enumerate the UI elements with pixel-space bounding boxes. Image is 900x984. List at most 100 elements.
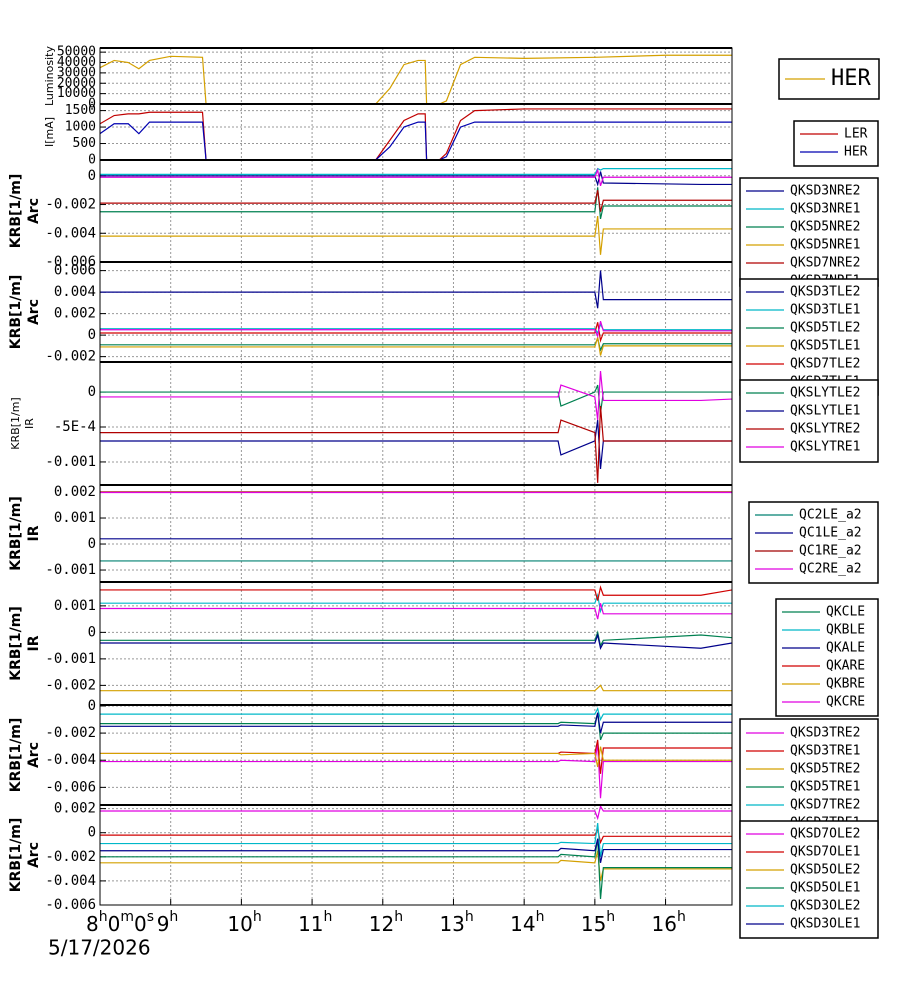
series-line	[100, 167, 732, 187]
plot-area	[100, 167, 732, 255]
y-axis-label: Luminosity	[43, 46, 56, 106]
series-line	[100, 190, 732, 212]
series-line	[100, 171, 732, 187]
legend-label: QKSD7TLE2	[790, 357, 860, 372]
series-line	[100, 215, 732, 255]
y-axis-label: Arc	[26, 198, 42, 224]
y-axis-label: Arc	[26, 842, 42, 868]
y-axis-label: KRB[1/m]	[9, 397, 22, 449]
x-tick-label: 10h	[227, 909, 261, 936]
y-tick-label: -5E-4	[54, 419, 96, 435]
legend-label: QKSD3OLE1	[790, 917, 860, 932]
tick-label-part: h	[169, 909, 178, 925]
y-tick-label: 0	[88, 624, 96, 640]
y-axis-label: I[mA]	[43, 117, 56, 147]
tick-label-part: h	[465, 909, 474, 925]
plot-area	[100, 108, 732, 160]
legend-label: QKSD5TLE1	[790, 339, 860, 354]
tick-label-part: 8	[86, 912, 99, 936]
series-line	[100, 684, 732, 692]
legend-box	[739, 820, 879, 939]
y-axis-label: KRB[1/m]	[8, 606, 24, 681]
legend-label: QKSLYTLE2	[790, 386, 860, 401]
plot-frame	[99, 361, 733, 486]
legend-label: QKSD3TLE2	[790, 285, 860, 300]
legend-label: QKSD3TRE1	[790, 744, 860, 759]
legend-label: QKSD7NRE2	[790, 256, 860, 271]
plot-frame	[99, 484, 733, 583]
series-line	[100, 632, 732, 651]
legend-label: QKALE	[826, 641, 865, 656]
series-line	[100, 743, 732, 799]
legend-label: QC2RE_a2	[799, 562, 862, 577]
plot-area	[100, 491, 732, 562]
y-tick-label: 30000	[57, 65, 96, 80]
tick-label-part: 0	[134, 912, 147, 936]
y-tick-label: -0.006	[45, 897, 96, 913]
y-tick-label: -0.002	[45, 849, 96, 865]
tick-label-part: 9	[157, 912, 170, 936]
y-axis-label: KRB[1/m]	[8, 818, 24, 893]
legend-label: QKSD7TRE2	[790, 798, 860, 813]
legend-label: QKCLE	[826, 605, 865, 620]
y-tick-label: -0.001	[45, 651, 96, 667]
x-tick-label: 14h	[510, 909, 544, 936]
series-line	[100, 822, 732, 857]
y-tick-label: -0.002	[45, 349, 96, 365]
y-tick-label: 0	[88, 536, 96, 552]
legend-box	[739, 278, 879, 396]
y-axis-label: KRB[1/m]	[8, 174, 24, 249]
y-tick-label: 0.002	[54, 306, 96, 322]
series-line	[100, 336, 732, 353]
series-line	[100, 603, 732, 620]
series-line	[100, 585, 732, 601]
y-tick-label: 0	[88, 97, 96, 112]
legend-label: QKSD5TRE1	[790, 780, 860, 795]
tick-label-part: 10	[227, 912, 252, 936]
y-tick-label: 0.002	[54, 801, 96, 817]
legend-box	[739, 177, 879, 287]
x-tick-label: 16h	[652, 909, 686, 936]
series-line	[100, 371, 732, 421]
y-axis-label: KRB[1/m]	[8, 718, 24, 793]
x-tick-label: 8h0m0s	[86, 909, 154, 936]
y-tick-label: 0	[88, 168, 96, 184]
series-line	[100, 405, 732, 483]
legend-label: QC1RE_a2	[799, 544, 862, 559]
y-tick-label: 20000	[57, 76, 96, 91]
series-line	[100, 827, 732, 845]
y-tick-label: 0.001	[54, 510, 96, 526]
legend-label: QKSD3NRE1	[790, 202, 860, 217]
series-line	[100, 270, 732, 309]
series-line	[100, 121, 732, 160]
legend-label: LER	[844, 127, 868, 142]
series-line	[100, 108, 732, 160]
y-tick-label: 0	[88, 825, 96, 841]
y-tick-label: 0	[88, 698, 96, 714]
series-line	[100, 337, 732, 356]
legend-box	[739, 379, 879, 463]
legend-label: QKCRE	[826, 695, 865, 710]
legend-label: QKSD3NRE2	[790, 184, 860, 199]
legend-label: QKSD3OLE2	[790, 899, 860, 914]
series-line	[100, 322, 732, 335]
y-tick-label: -0.002	[45, 677, 96, 693]
tick-label-part: s	[147, 909, 154, 925]
legend-box	[739, 718, 879, 840]
y-tick-label: 0.002	[54, 484, 96, 500]
tick-label-part: h	[394, 909, 403, 925]
legend-label: QKSD7OLE2	[790, 827, 860, 842]
plot-area	[100, 54, 732, 104]
series-line	[100, 54, 732, 104]
y-tick-label: 0	[88, 384, 96, 400]
y-axis-label: IR	[26, 525, 42, 541]
plot-area	[100, 707, 732, 799]
plot-area	[100, 270, 732, 356]
legend-label: QC2LE_a2	[799, 508, 862, 523]
series-line	[100, 707, 732, 722]
tick-label-part: 13	[439, 912, 464, 936]
x-tick-label: 9h	[157, 909, 179, 936]
x-tick-label: 12h	[369, 909, 403, 936]
tick-label-part: 14	[510, 912, 535, 936]
y-tick-label: 1500	[65, 103, 96, 118]
